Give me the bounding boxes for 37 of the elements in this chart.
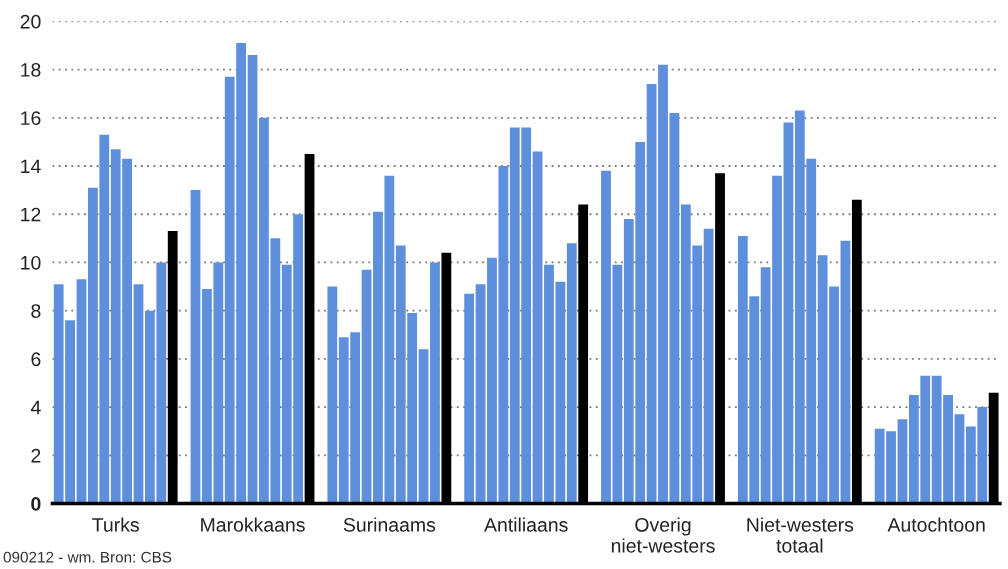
y-tick-label: 18 [21, 63, 41, 77]
y-tick-label: 0 [31, 497, 41, 511]
x-tick-label: Marokkaans [201, 517, 305, 532]
bar [840, 240, 851, 504]
x-tick-label: Autochtoon [887, 517, 985, 532]
y-tick-label: 20 [20, 14, 41, 29]
x-tick-label: Antiliaans [484, 517, 568, 532]
x-tick-label: Niet-westers totaal [747, 517, 854, 553]
x-tick-label: Overig niet-westers [611, 517, 715, 553]
text: 090212 - wm. Bron: CBS [3, 551, 172, 563]
y-tick-label: 8 [31, 304, 41, 318]
y-tick-label: 10 [21, 255, 41, 270]
bar [361, 269, 372, 504]
x-tick-label: Turks [92, 517, 139, 532]
y-tick-label: 12 [21, 207, 41, 222]
bar [897, 419, 908, 504]
x-tick-label: Surinaams [343, 517, 436, 532]
y-tick-label: 2 [31, 448, 41, 463]
bar [327, 286, 338, 504]
bar [669, 112, 680, 504]
bar [247, 55, 258, 504]
y-tick-label: 4 [30, 400, 41, 415]
bar [954, 414, 965, 504]
bar [430, 262, 440, 504]
bar [703, 228, 714, 504]
bar [133, 284, 144, 504]
bar [190, 190, 201, 504]
bar [783, 122, 794, 504]
bar [475, 284, 486, 504]
y-tick-label: 6 [31, 352, 41, 367]
bar [566, 243, 577, 504]
y-tick-label: 16 [21, 111, 41, 126]
bar [464, 293, 475, 504]
bar [532, 151, 543, 504]
y-tick-label: 14 [21, 159, 41, 174]
bar [418, 349, 429, 504]
bar [76, 279, 87, 504]
